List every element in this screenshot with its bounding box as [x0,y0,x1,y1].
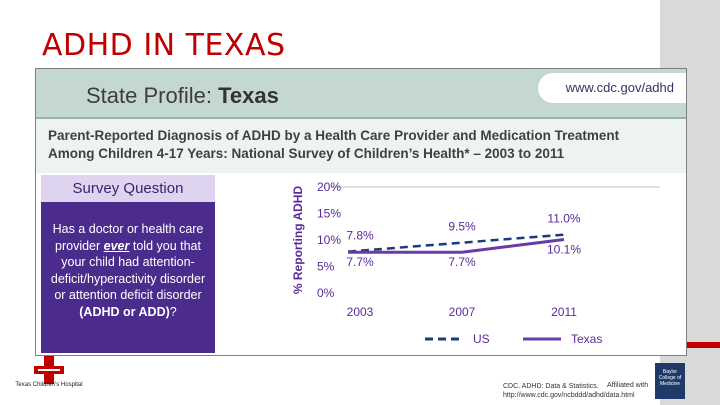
y-tick-label: 0% [317,286,335,300]
y-tick-label: 5% [317,260,335,274]
question-end: ? [169,304,177,319]
profile-header-band: State Profile: Texas www.cdc.gov/adhd [36,69,686,119]
x-tick-label: 2007 [449,305,476,319]
subtitle-line-2: Among Children 4-17 Years: National Surv… [48,146,565,161]
state-profile-panel: State Profile: Texas www.cdc.gov/adhd Pa… [35,68,687,356]
source-line-1: CDC. ADHD: Data & Statistics. [503,383,599,390]
series-line-us [347,233,565,253]
question-part-2: told you that your child had attention-d… [50,238,206,303]
data-label-texas: 10.1% [547,242,581,256]
x-tick-label: 2011 [551,305,577,319]
y-axis-title: % Reporting ADHD [291,186,305,295]
chart-subtitle: Parent-Reported Diagnosis of ADHD by a H… [48,127,678,163]
data-label-us: 9.5% [448,220,476,234]
y-tick-label: 20% [317,180,341,194]
source-citation: CDC. ADHD: Data & Statistics. http://www… [503,382,635,400]
source-link[interactable]: http://www.cdc.gov/ncbddd/adhd/data.html [503,392,635,399]
data-label-us: 7.8% [346,229,374,243]
hospital-logo: Texas Children's Hospital [14,352,84,398]
y-tick-label: 10% [317,233,341,247]
data-label-texas: 7.7% [346,255,374,269]
hospital-logo-text: Texas Children's Hospital [15,382,83,388]
data-label-texas: 7.7% [448,255,476,269]
legend-label-texas: Texas [571,332,602,346]
question-part-1: Has a doctor or health care provider [52,222,204,253]
subtitle-band: Parent-Reported Diagnosis of ADHD by a H… [36,119,686,173]
subtitle-line-1: Parent-Reported Diagnosis of ADHD by a H… [48,128,620,143]
question-bold: (ADHD or ADD) [79,304,170,319]
y-tick-label: 15% [317,207,341,221]
affiliation-text: Affiliated with [607,382,649,389]
baylor-logo: Baylor College of Medicine [655,363,685,399]
slide-title: ADHD IN TEXAS [42,28,286,63]
survey-question-heading: Survey Question [41,175,215,202]
survey-question-text: Has a doctor or health care provider eve… [47,221,209,320]
question-emphasis-ever: ever [103,238,130,253]
profile-state: Texas [218,83,279,108]
cdc-url[interactable]: www.cdc.gov/adhd [537,73,686,103]
series-line-texas [348,237,565,254]
adhd-line-chart: % Reporting ADHD 0% 5% 10% 15% 20% 2003 2007 201… [291,180,660,346]
hospital-logo-icon [34,356,64,384]
profile-label: State Profile: [86,83,212,108]
survey-question-box: Survey Question Has a doctor or health c… [41,175,215,353]
legend-label-us: US [473,332,490,346]
x-tick-label: 2003 [347,305,374,319]
data-label-us: 11.0% [547,212,580,226]
decorative-red-bar [660,342,720,348]
profile-title: State Profile: Texas [86,83,279,109]
